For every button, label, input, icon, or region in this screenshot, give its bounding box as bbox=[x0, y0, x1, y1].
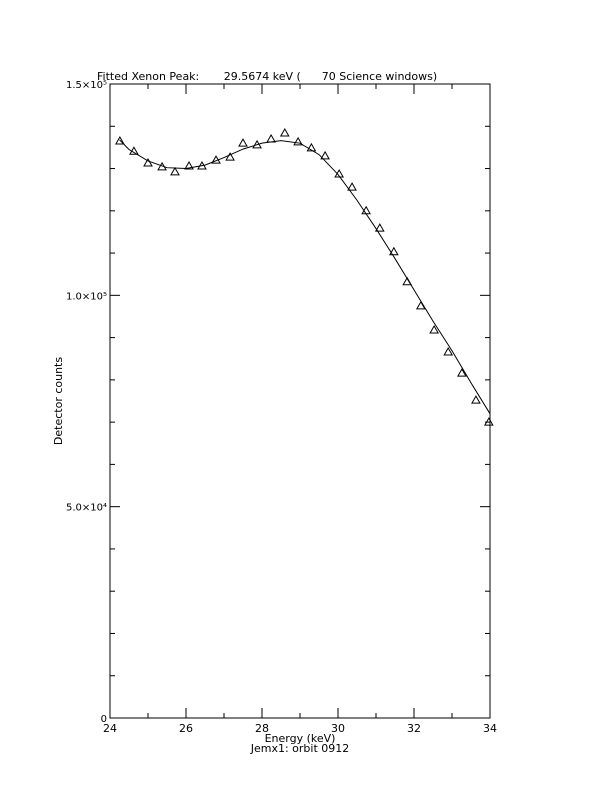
data-point bbox=[170, 166, 180, 176]
data-point bbox=[457, 368, 467, 377]
x-tick-label: 30 bbox=[331, 722, 345, 735]
data-point bbox=[306, 142, 317, 152]
data-point bbox=[374, 223, 385, 232]
x-tick-label: 24 bbox=[103, 722, 117, 735]
y-tick-label: 1.5×10⁵ bbox=[66, 80, 107, 91]
data-point bbox=[184, 160, 194, 170]
y-tick-label: 1.0×10⁵ bbox=[66, 291, 107, 302]
data-point bbox=[388, 246, 399, 256]
data-point bbox=[279, 128, 290, 137]
x-axis-label: Energy (keV) bbox=[265, 732, 336, 745]
data-point bbox=[143, 158, 153, 167]
chart-title: Fitted Xenon Peak: 29.5674 keV ( 70 Scie… bbox=[97, 70, 437, 83]
fit-line bbox=[119, 139, 491, 414]
data-point bbox=[415, 300, 426, 310]
x-tick-label: 26 bbox=[179, 722, 193, 735]
data-point bbox=[266, 133, 276, 143]
data-point bbox=[320, 150, 330, 160]
data-point bbox=[293, 136, 303, 146]
data-point bbox=[115, 136, 125, 145]
x-tick-label: 34 bbox=[483, 722, 497, 735]
subtitle: Jemx1: orbit 0912 bbox=[250, 742, 350, 755]
y-tick-label: 5.0×10⁴ bbox=[66, 503, 107, 514]
data-point bbox=[238, 138, 248, 147]
plot-frame bbox=[109, 83, 491, 719]
y-tick-label: 0 bbox=[101, 714, 107, 725]
data-point bbox=[443, 346, 454, 356]
x-tick-label: 28 bbox=[255, 722, 269, 735]
data-point bbox=[429, 324, 440, 334]
data-point bbox=[483, 417, 494, 426]
y-axis-label: Detector counts bbox=[52, 357, 65, 445]
x-tick-label: 32 bbox=[407, 722, 421, 735]
data-point bbox=[225, 152, 235, 161]
data-point bbox=[347, 182, 357, 191]
data-point bbox=[471, 395, 481, 404]
